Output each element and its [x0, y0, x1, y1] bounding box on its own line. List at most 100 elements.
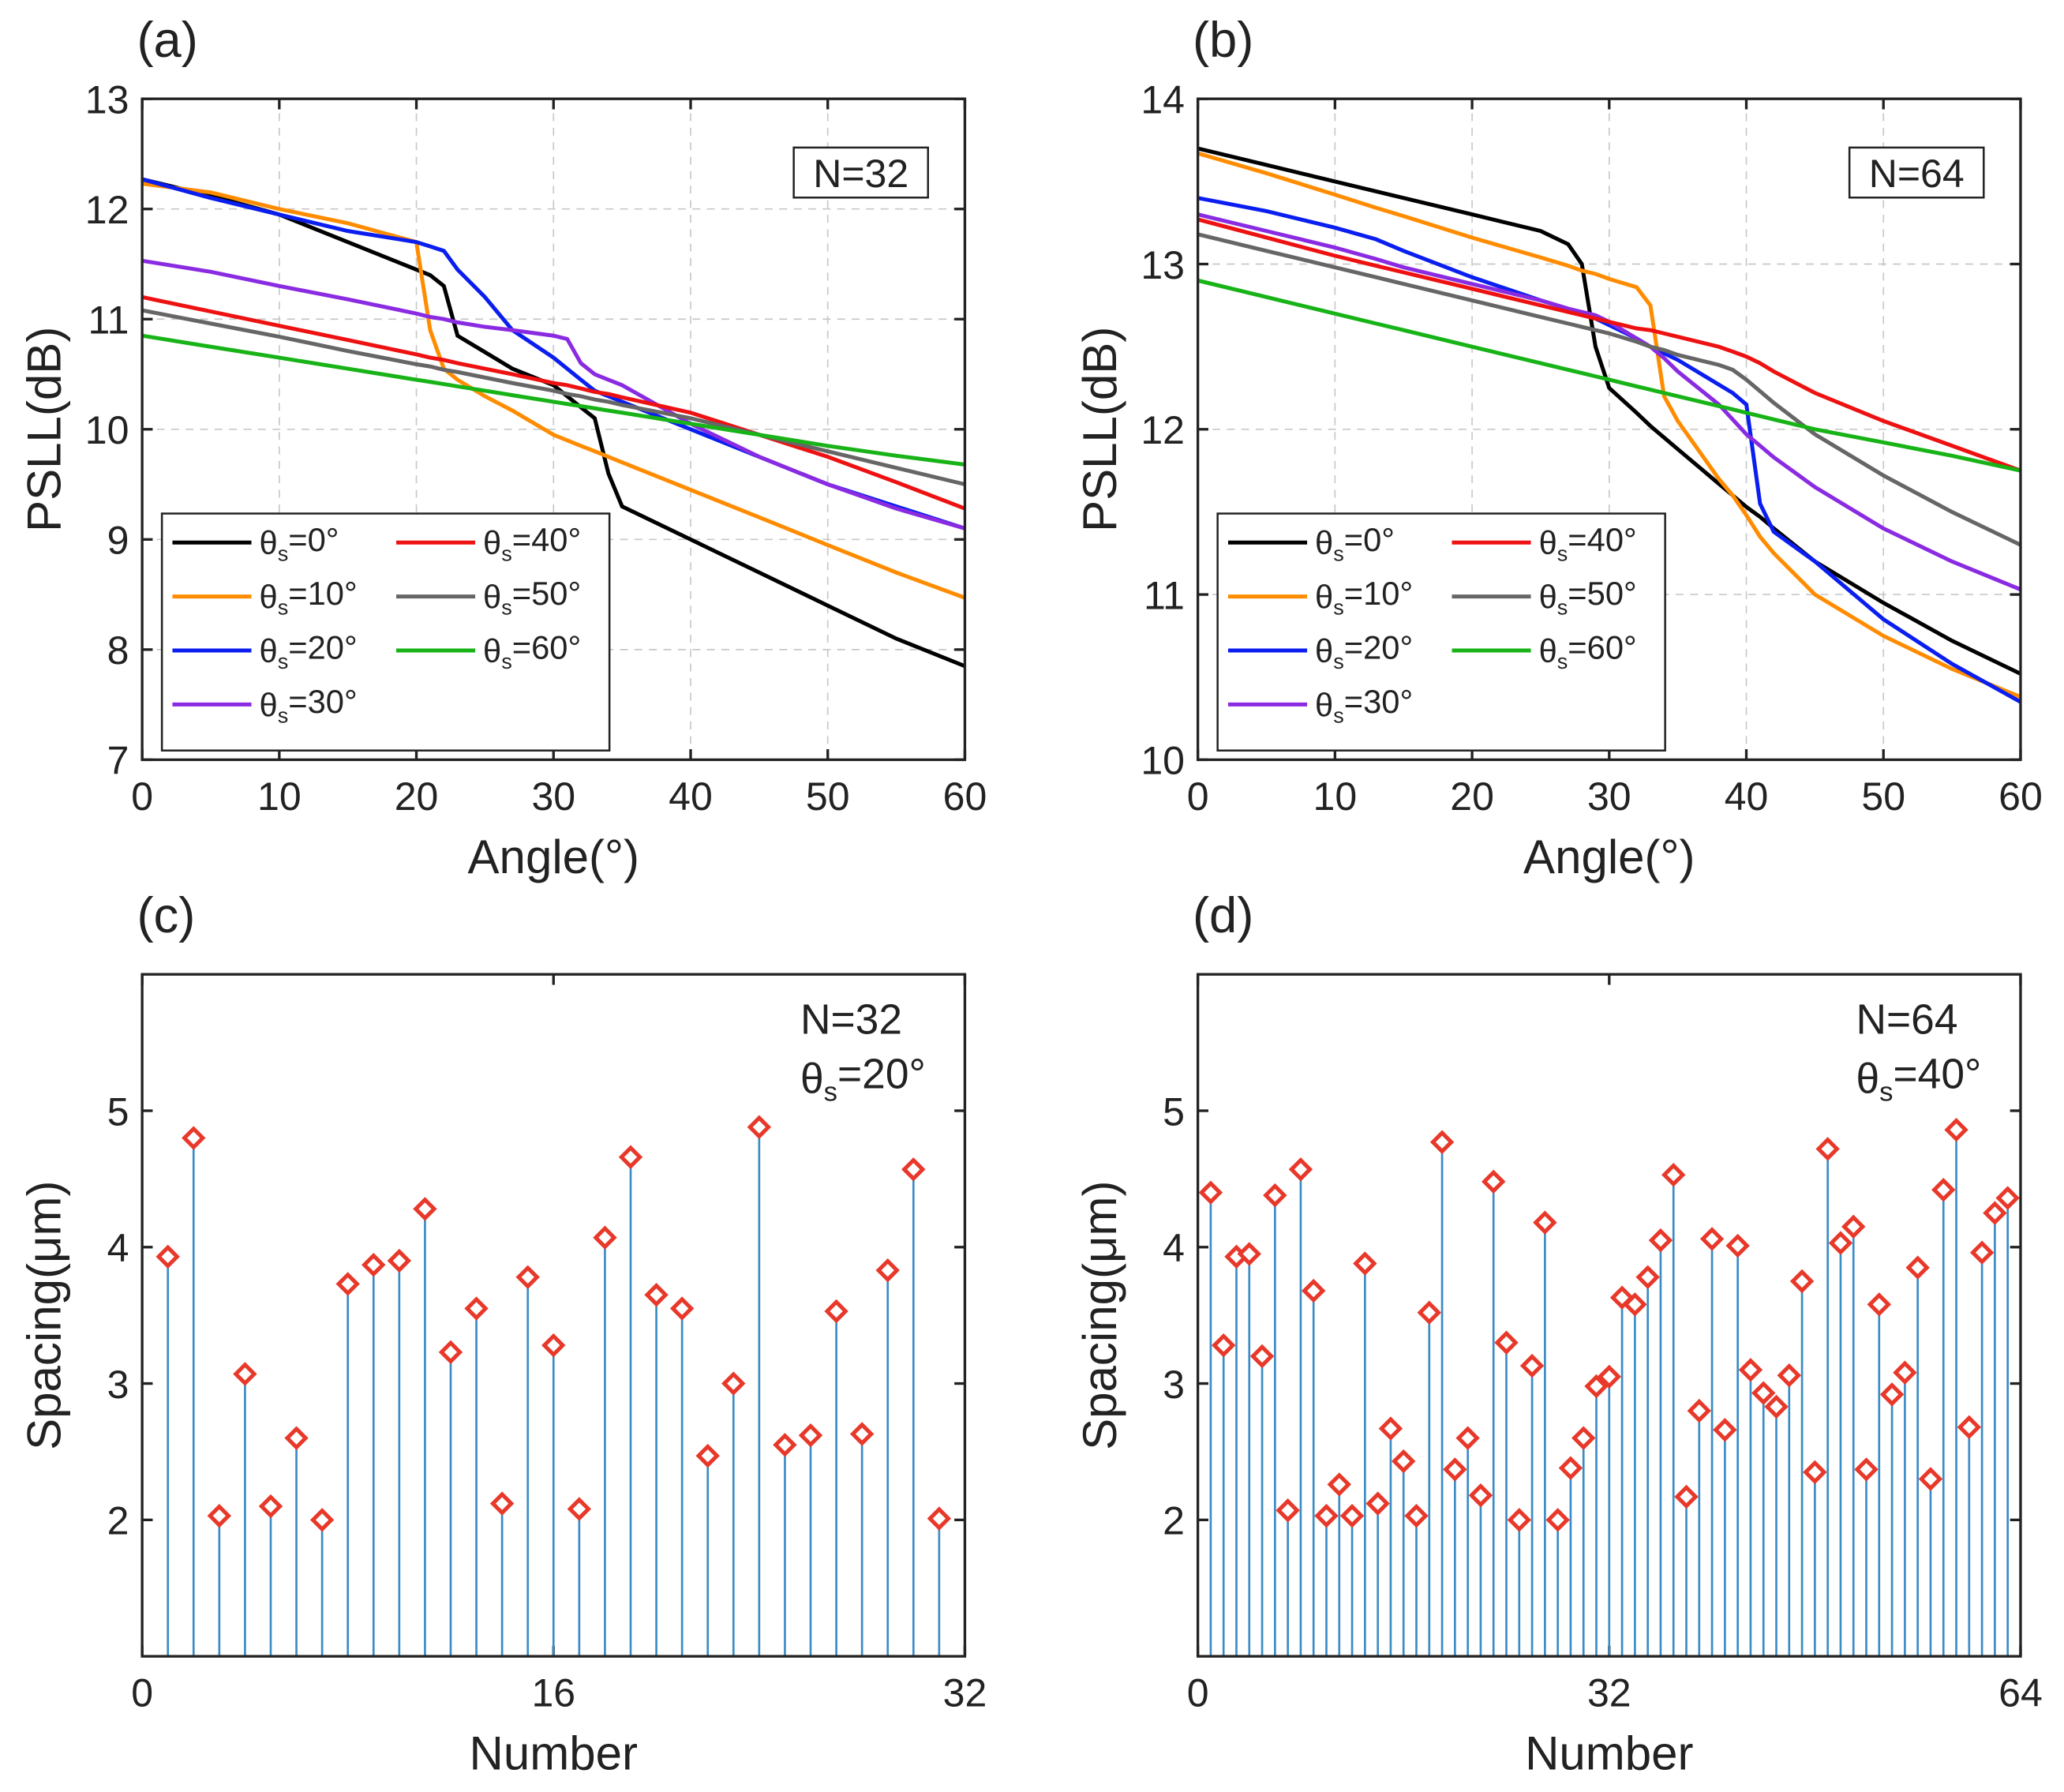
x-tick-label: 0: [131, 1670, 153, 1715]
legend-label: θs=50°: [483, 575, 581, 620]
y-tick-label: 10: [85, 408, 129, 452]
x-tick-label: 50: [806, 774, 850, 819]
x-axis-label: Number: [470, 1727, 638, 1780]
marker: [1983, 1201, 2007, 1225]
plot-frame: [140, 973, 967, 1658]
marker: [721, 1371, 746, 1396]
marker: [1314, 1503, 1339, 1528]
marker: [1404, 1503, 1429, 1528]
marker: [824, 1299, 848, 1324]
y-tick-label: 12: [85, 188, 129, 232]
marker: [1288, 1157, 1313, 1182]
marker: [1275, 1498, 1300, 1523]
marker: [618, 1145, 643, 1169]
annotation-box: [1848, 146, 1985, 199]
legend-label: θs=60°: [483, 629, 581, 674]
y-tick-label: 4: [1163, 1226, 1185, 1270]
annotation: N=32: [813, 152, 908, 196]
x-tick-label: 50: [1861, 774, 1905, 819]
marker: [335, 1272, 360, 1296]
marker: [1841, 1214, 1866, 1239]
line: [1197, 232, 2022, 547]
plot-frame: [1196, 973, 2022, 1658]
marker: [1995, 1186, 2020, 1210]
marker: [1519, 1353, 1545, 1378]
line: [141, 258, 966, 530]
marker: [1751, 1381, 1776, 1405]
x-tick-label: 10: [1313, 774, 1358, 819]
marker: [1623, 1292, 1647, 1317]
x-tick-label: 40: [1725, 774, 1769, 819]
marker: [567, 1497, 592, 1521]
marker: [284, 1426, 309, 1450]
x-tick-label: 0: [1187, 1670, 1209, 1715]
marker: [1699, 1227, 1725, 1251]
legend-label: θs=40°: [1539, 521, 1637, 566]
marker: [1661, 1162, 1686, 1187]
marker: [387, 1248, 412, 1273]
legend-label: θs=30°: [1315, 683, 1413, 728]
marker: [1494, 1330, 1519, 1355]
marker: [541, 1333, 566, 1358]
marker: [1327, 1472, 1351, 1497]
marker: [1237, 1242, 1261, 1266]
marker: [207, 1503, 232, 1528]
marker: [1674, 1484, 1699, 1509]
marker: [489, 1491, 515, 1516]
marker: [258, 1494, 283, 1519]
panel-title: (a): [137, 13, 197, 68]
y-tick-label: 11: [1144, 573, 1185, 617]
x-axis-label: Angle(°): [468, 830, 639, 883]
marker: [1969, 1240, 1995, 1265]
marker: [1828, 1231, 1853, 1255]
marker: [1918, 1467, 1943, 1491]
legend-label: θs=40°: [483, 521, 581, 566]
marker: [413, 1197, 437, 1221]
marker: [644, 1283, 669, 1307]
legend-label: θs=30°: [260, 683, 358, 728]
marker: [927, 1506, 952, 1531]
marker: [1455, 1426, 1480, 1450]
legend-label: θs=60°: [1539, 629, 1637, 674]
panel: (d) 0 32 64 2 3 4 5 Number Spacing(μm) N=64 θs=40°: [1073, 888, 2043, 1780]
marker: [1249, 1344, 1275, 1369]
marker: [1468, 1483, 1493, 1508]
legend-box: [160, 512, 611, 752]
marker: [1263, 1183, 1287, 1208]
line: [141, 333, 965, 467]
y-tick-label: 2: [1163, 1499, 1185, 1543]
marker: [747, 1115, 772, 1139]
marker: [669, 1296, 695, 1321]
marker: [361, 1253, 386, 1277]
marker: [1584, 1374, 1609, 1399]
annotation: N=32: [800, 996, 902, 1043]
marker: [1867, 1292, 1892, 1317]
marker: [1353, 1251, 1377, 1276]
y-tick-label: 7: [107, 739, 129, 783]
legend-label: θs=10°: [1315, 575, 1413, 620]
y-tick-label: 5: [1163, 1089, 1185, 1134]
y-tick-label: 4: [107, 1226, 129, 1270]
marker: [1533, 1210, 1557, 1235]
x-tick-label: 20: [395, 774, 439, 819]
panel: (a) 0 10 20 30 40 50 60 7 8 9 10 11 12 13 Angle(°) PSLL(…: [18, 13, 987, 883]
x-axis-label: Number: [1525, 1727, 1693, 1780]
y-tick-label: 3: [107, 1363, 129, 1407]
annotation: N=64: [1869, 152, 1965, 196]
line: [141, 182, 966, 600]
line: [1197, 278, 2021, 473]
marker: [1339, 1503, 1365, 1528]
marker: [309, 1508, 335, 1532]
marker: [875, 1258, 900, 1283]
y-axis-label: Spacing(μm): [18, 1180, 71, 1449]
y-tick-label: 3: [1163, 1363, 1185, 1407]
x-tick-label: 0: [1187, 774, 1209, 819]
marker: [1507, 1508, 1532, 1532]
y-axis-label: PSLL(dB): [18, 327, 71, 532]
marker: [1815, 1137, 1840, 1161]
marker: [233, 1362, 257, 1386]
marker: [1905, 1255, 1930, 1280]
marker: [1957, 1415, 1982, 1440]
marker: [182, 1126, 206, 1150]
